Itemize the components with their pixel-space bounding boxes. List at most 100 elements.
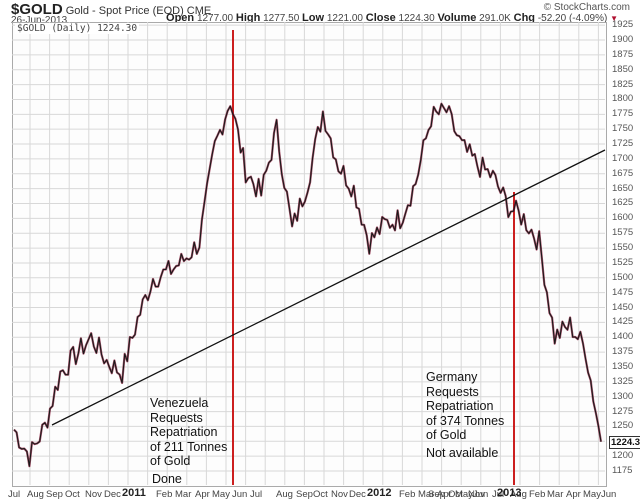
x-tick-label: Apr: [195, 489, 210, 500]
high-label: High: [235, 12, 261, 24]
annotation-line: Venezuela: [150, 396, 209, 410]
x-tick-label: 2013: [497, 487, 522, 499]
y-tick-label: 1775: [612, 108, 634, 120]
x-tick-label: Jun: [473, 489, 489, 500]
annotation-line: of 374 Tonnes: [426, 413, 505, 428]
x-tick-label: Nov: [85, 489, 102, 500]
x-tick-label: Apr: [437, 489, 452, 500]
annotation-line: of Gold: [150, 454, 191, 468]
y-tick-label: 1475: [612, 286, 634, 298]
annotation-status: Not available: [426, 445, 499, 460]
y-tick-label: 1600: [612, 212, 634, 224]
annotation-line: of 211 Tonnes: [150, 439, 228, 454]
y-tick-label: 1750: [612, 123, 634, 135]
close-label: Close: [365, 12, 396, 24]
annotation-line: Repatriation: [426, 399, 494, 413]
y-tick-label: 1275: [612, 405, 634, 417]
x-tick-label: Jul: [492, 489, 505, 500]
x-tick-label: Sep: [46, 489, 63, 500]
annotation-line: Requests: [426, 384, 479, 399]
grid-lines: [12, 22, 605, 485]
y-tick-label: 1200: [612, 450, 634, 462]
y-tick-label: 1925: [612, 19, 634, 31]
annotation-status: Done: [152, 471, 182, 486]
last-price-tag: 1224.30: [609, 436, 640, 449]
y-tick-label: 1300: [612, 390, 634, 402]
annotation-line: of Gold: [426, 428, 467, 442]
x-tick-label: Nov: [331, 489, 348, 500]
y-tick-label: 1250: [612, 420, 634, 432]
x-tick-label: Mar: [418, 489, 435, 500]
watermark: © StockCharts.com: [543, 2, 630, 13]
y-tick-label: 1825: [612, 78, 634, 90]
open-label: Open: [166, 12, 195, 24]
y-tick-label: 1350: [612, 360, 634, 372]
venezuela-annotation: Venezuela Requests Repatriation of 211 T…: [150, 396, 227, 486]
x-tick-label: Dec: [349, 489, 366, 500]
x-tick-label: Jun: [232, 489, 248, 500]
symbol: $GOLD: [11, 1, 63, 18]
chart-date: 26-Jun-2013: [11, 15, 68, 26]
volume-label: Volume: [437, 12, 477, 24]
x-tick-label: 2012: [367, 487, 392, 499]
x-tick-label: Feb: [529, 489, 546, 500]
y-tick-label: 1725: [612, 138, 634, 150]
x-tick-label: Sep: [296, 489, 313, 500]
y-tick-label: 1550: [612, 242, 634, 254]
x-tick-label: Aug: [276, 489, 293, 500]
x-tick-label: Oct: [65, 489, 80, 500]
y-tick-label: 1675: [612, 167, 634, 179]
x-tick-label: Dec: [104, 489, 121, 500]
x-tick-label: Aug: [27, 489, 44, 500]
chg-value: -52.20 (-4.09%): [537, 13, 608, 24]
x-tick-label: May: [212, 489, 230, 500]
x-tick-label: Feb: [399, 489, 416, 500]
y-tick-label: 1175: [612, 465, 633, 476]
annotation-line: Germany: [426, 370, 478, 384]
chart-title: $GOLD Gold - Spot Price (EOD) CME: [11, 1, 211, 18]
x-tick-label: Jul: [8, 489, 21, 500]
exchange: CME: [186, 5, 212, 17]
annotation-line: Repatriation: [150, 425, 218, 439]
x-tick-label: Feb: [156, 489, 173, 500]
plot-label: $GOLD (Daily) 1224.30: [15, 23, 140, 34]
y-tick-label: 1450: [612, 301, 634, 313]
y-tick-label: 1800: [612, 93, 634, 105]
y-tick-label: 1525: [612, 256, 634, 268]
y-tick-label: 1650: [612, 182, 634, 194]
x-tick-label: May: [455, 489, 473, 500]
y-tick-label: 1575: [612, 227, 634, 239]
germany-annotation: Germany Requests Repatriation of 374 Ton…: [426, 370, 504, 460]
volume-value: 291.0K: [479, 13, 511, 24]
y-tick-label: 1900: [612, 34, 634, 45]
y-tick-label: 1875: [612, 48, 634, 60]
low-label: Low: [302, 12, 325, 24]
y-tick-label: 1400: [612, 331, 634, 343]
high-value: 1277.50: [263, 13, 300, 24]
x-tick-label: Mar: [547, 489, 564, 500]
chg-label: Chg: [513, 12, 536, 24]
low-value: 1221.00: [326, 13, 363, 24]
y-tick-label: 1700: [612, 152, 634, 164]
x-tick-label: Sep: [428, 489, 445, 500]
y-tick-label: 1425: [612, 316, 634, 328]
trendline: [51, 149, 606, 426]
x-tick-label: Oct: [313, 489, 328, 500]
open-value: 1277.00: [196, 13, 234, 24]
y-tick-label: 1850: [612, 63, 634, 75]
x-tick-label: Apr: [566, 489, 581, 500]
x-tick-label: Oct: [448, 489, 463, 500]
x-tick-label: 2011: [122, 487, 146, 499]
y-tick-label: 1625: [612, 197, 634, 209]
x-tick-label: May: [583, 489, 601, 500]
y-tick-label: 1375: [612, 346, 634, 358]
price-bars: [13, 102, 603, 468]
annotation-line: Requests: [150, 410, 203, 425]
x-tick-label: Jun: [601, 489, 617, 500]
ohlc-summary: Open 1277.00 High 1277.50 Low 1221.00 Cl…: [166, 12, 618, 24]
y-tick-label: 1500: [612, 271, 634, 283]
close-value: 1224.30: [398, 13, 435, 24]
x-tick-label: Nov: [468, 489, 485, 500]
x-tick-label: Mar: [175, 489, 192, 500]
